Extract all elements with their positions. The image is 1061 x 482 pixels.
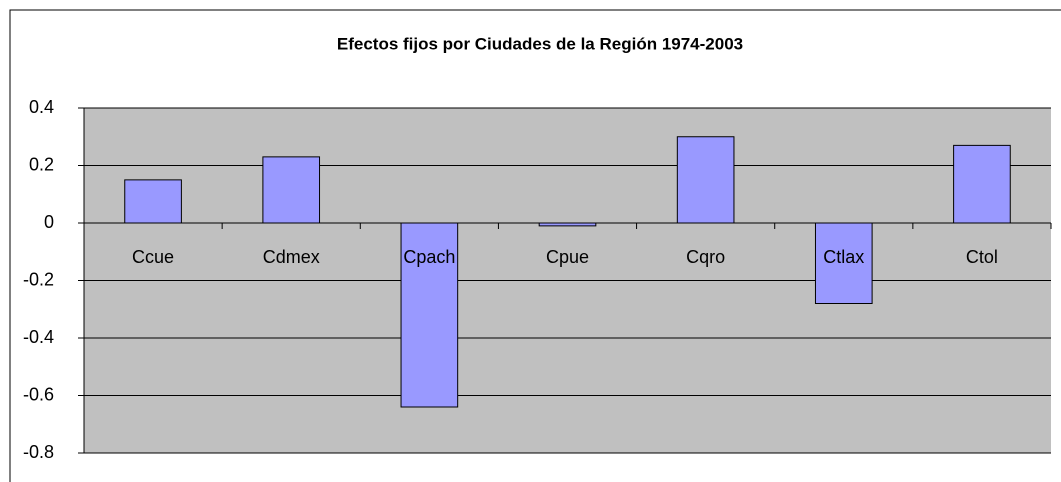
y-tick-label: -0.6 [23, 384, 54, 404]
bar [262, 156, 321, 224]
x-tick-label: Cqro [686, 247, 725, 267]
y-tick-label: 0.4 [29, 97, 54, 117]
bar [400, 222, 459, 408]
x-tick-label: Ccue [132, 247, 174, 267]
bar [814, 222, 873, 304]
y-tick-label: 0.2 [29, 154, 54, 174]
bar [953, 144, 1011, 224]
bar [124, 179, 182, 224]
chart-title: Efectos fijos por Ciudades de la Región … [337, 34, 743, 53]
x-tick-label: Ctlax [823, 247, 864, 267]
y-tick-label: -0.4 [23, 327, 54, 347]
x-tick-label: Cdmex [263, 247, 320, 267]
x-tick-label: Cpach [403, 247, 455, 267]
y-tick-label: -0.2 [23, 269, 54, 289]
bar [676, 136, 735, 224]
y-tick-label: 0 [44, 212, 54, 232]
x-tick-label: Cpue [546, 247, 589, 267]
y-tick-label: -0.8 [23, 442, 54, 462]
x-tick-label: Ctol [966, 247, 998, 267]
